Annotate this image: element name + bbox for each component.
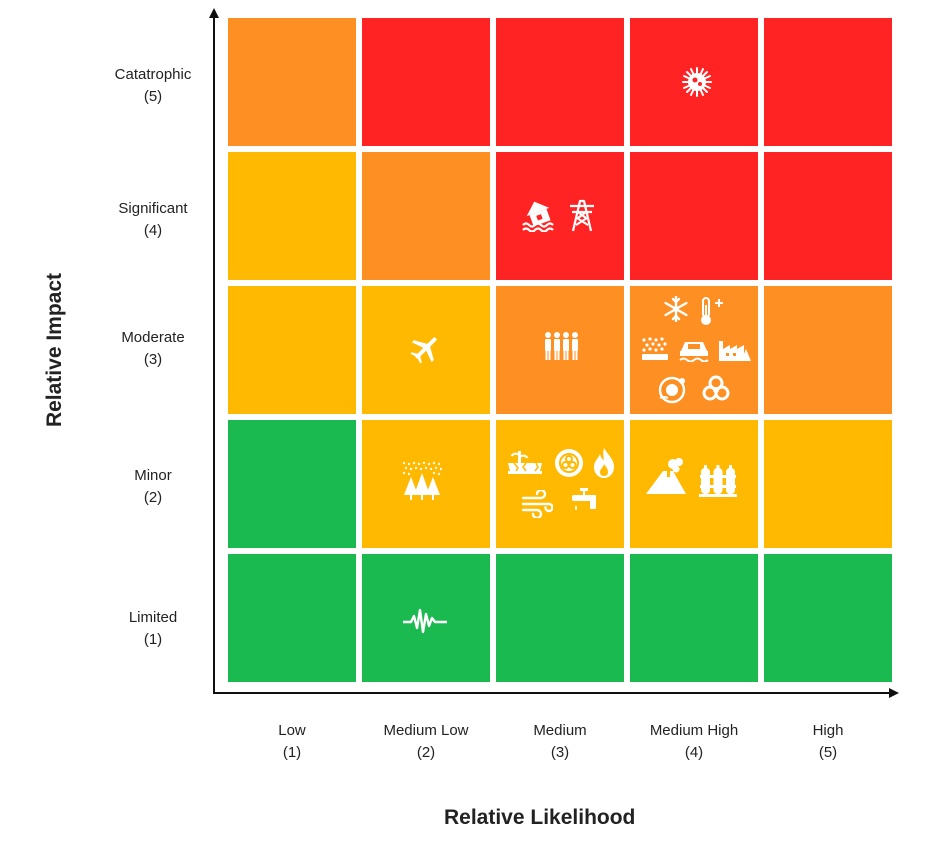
impact-label-limited: Limited (1) (90, 607, 216, 651)
flooded-car-icon (679, 338, 709, 362)
gas-cylinders-icon (699, 465, 737, 497)
x-axis-arrow (889, 688, 899, 698)
impact-label-catastrophic: Catatrophic (5) (90, 64, 216, 108)
impact-label-minor: Minor (2) (90, 465, 216, 509)
thermometer-heat-icon (698, 296, 726, 326)
likelihood-label-medium-high: Medium High (4) (629, 720, 759, 764)
cell-impact3-likelihood1 (228, 286, 356, 414)
impact-name: Moderate (121, 329, 185, 346)
flood-house-icon (522, 198, 554, 232)
cell-impact5-likelihood1 (228, 18, 356, 146)
cell-impact1-likelihood5 (764, 554, 892, 682)
y-axis-arrow (209, 8, 219, 18)
drought-icon (506, 449, 544, 475)
impact-label-moderate: Moderate (3) (90, 327, 216, 371)
cell-impact4-likelihood5 (764, 152, 892, 280)
likelihood-level: (1) (282, 744, 302, 761)
cell-impact3-likelihood5 (764, 286, 892, 414)
cell-impact2-likelihood3 (496, 420, 624, 548)
cell-impact5-likelihood3 (496, 18, 624, 146)
likelihood-name: Medium (533, 722, 587, 739)
industrial-accident-icon (717, 335, 753, 363)
impact-level: (1) (143, 631, 163, 648)
cell-impact1-likelihood1 (228, 554, 356, 682)
wildfire-icon (592, 447, 616, 479)
cell-impact5-likelihood2 (362, 18, 490, 146)
likelihood-level: (4) (684, 744, 704, 761)
impact-level: (2) (143, 489, 163, 506)
impact-level: (5) (143, 88, 163, 105)
hazmat-spill-icon (553, 447, 585, 479)
cell-impact4-likelihood4 (630, 152, 758, 280)
likelihood-label-medium: Medium (3) (495, 720, 625, 764)
cell-impact2-likelihood1 (228, 420, 356, 548)
cell-impact2-likelihood4 (630, 420, 758, 548)
likelihood-label-medium-low: Medium Low (2) (361, 720, 491, 764)
x-axis-title: Relative Likelihood (444, 806, 636, 829)
impact-level: (3) (143, 351, 163, 368)
likelihood-name: Low (278, 722, 306, 739)
impact-name: Significant (118, 200, 188, 217)
impact-name: Catatrophic (114, 66, 192, 83)
cell-impact2-likelihood5 (764, 420, 892, 548)
x-axis-line (213, 692, 891, 694)
likelihood-label-low: Low (1) (227, 720, 357, 764)
likelihood-level: (5) (818, 744, 838, 761)
space-weather-icon (656, 374, 688, 406)
cell-impact4-likelihood2 (362, 152, 490, 280)
water-tap-icon (568, 486, 600, 518)
cell-impact4-likelihood1 (228, 152, 356, 280)
cell-impact1-likelihood3 (496, 554, 624, 682)
crowd-people-icon (543, 331, 579, 361)
impact-label-significant: Significant (4) (90, 198, 216, 242)
airplane-icon (410, 332, 442, 364)
volcano-icon (645, 457, 687, 495)
y-axis-line (213, 16, 215, 694)
impact-name: Minor (134, 467, 172, 484)
likelihood-name: High (812, 722, 844, 739)
y-axis-title: Relative Impact (43, 272, 66, 428)
power-tower-icon (569, 198, 595, 232)
hail-storm-icon (641, 337, 669, 361)
likelihood-level: (3) (550, 744, 570, 761)
biohazard-icon (701, 374, 731, 404)
wind-storm-icon (521, 490, 553, 518)
likelihood-label-high: High (5) (763, 720, 893, 764)
snowflake-icon (663, 296, 689, 322)
likelihood-level: (2) (416, 744, 436, 761)
likelihood-name: Medium High (649, 722, 739, 739)
snow-forest-icon (401, 461, 443, 501)
cell-impact5-likelihood5 (764, 18, 892, 146)
impact-level: (4) (143, 222, 163, 239)
pandemic-virus-icon (682, 67, 712, 97)
impact-name: Limited (128, 609, 178, 626)
cell-impact4-likelihood3 (496, 152, 624, 280)
likelihood-name: Medium Low (383, 722, 469, 739)
cell-impact1-likelihood4 (630, 554, 758, 682)
earthquake-wave-icon (403, 608, 447, 634)
